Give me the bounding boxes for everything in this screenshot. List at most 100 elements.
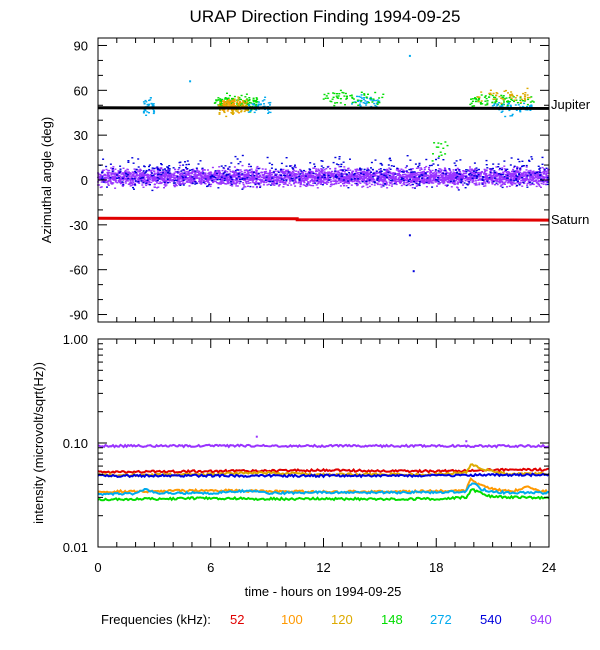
data-point <box>339 176 342 178</box>
data-point <box>511 95 514 97</box>
data-point <box>230 182 232 185</box>
data-point <box>510 94 513 96</box>
data-point <box>135 168 138 171</box>
data-point <box>431 186 434 188</box>
data-point <box>501 110 504 112</box>
data-point <box>180 172 183 175</box>
data-point <box>396 174 399 177</box>
data-point <box>450 173 453 176</box>
azimuth-y-axis-label: Azimuthal angle (deg) <box>39 117 54 243</box>
data-point <box>369 96 372 99</box>
data-point <box>357 100 359 102</box>
data-point <box>293 181 296 183</box>
data-point <box>447 180 450 182</box>
data-point <box>425 174 428 176</box>
data-point <box>468 173 471 176</box>
data-point <box>416 179 419 181</box>
data-point <box>537 173 540 176</box>
data-point <box>345 179 348 181</box>
data-point <box>497 166 500 168</box>
data-point <box>226 178 229 180</box>
data-point <box>182 164 185 166</box>
data-point <box>402 179 405 182</box>
data-point <box>215 173 218 176</box>
data-point <box>481 103 484 105</box>
data-point <box>216 177 219 180</box>
data-point <box>285 157 288 159</box>
data-point <box>475 177 478 179</box>
data-point <box>142 101 145 103</box>
data-point <box>176 176 179 178</box>
data-point <box>365 102 368 104</box>
data-point <box>284 171 287 173</box>
data-point <box>233 171 236 173</box>
data-point <box>503 160 506 162</box>
data-point <box>502 95 505 97</box>
data-point <box>228 101 231 103</box>
data-point <box>166 179 169 182</box>
data-point <box>513 165 516 167</box>
data-point <box>184 178 187 181</box>
data-point <box>381 96 384 99</box>
data-point <box>534 175 537 178</box>
data-point <box>335 177 338 180</box>
data-point <box>338 158 341 160</box>
data-point <box>287 176 290 178</box>
data-point <box>495 94 498 97</box>
data-point <box>251 173 254 176</box>
data-point <box>455 169 457 171</box>
data-point <box>275 173 278 175</box>
data-point <box>433 142 436 144</box>
data-point <box>367 169 370 171</box>
data-point <box>372 176 374 178</box>
data-point <box>515 109 518 111</box>
data-point <box>227 99 230 101</box>
data-point <box>443 178 446 180</box>
data-point <box>220 165 223 167</box>
data-point <box>343 178 346 180</box>
data-point <box>446 172 449 174</box>
data-point <box>500 94 503 97</box>
data-point <box>471 100 474 102</box>
data-point <box>523 94 526 96</box>
data-point <box>291 175 294 178</box>
data-point <box>471 171 474 174</box>
data-point <box>147 104 150 107</box>
data-point <box>333 175 336 177</box>
data-point <box>545 174 548 176</box>
data-point <box>485 159 488 162</box>
data-point <box>249 185 252 188</box>
data-point <box>225 173 228 176</box>
data-point <box>198 180 200 182</box>
data-point <box>461 177 464 179</box>
data-point <box>167 182 169 184</box>
data-point <box>147 175 150 177</box>
data-point <box>308 170 311 172</box>
data-point <box>204 172 207 174</box>
data-point <box>179 184 182 186</box>
data-point <box>405 176 408 178</box>
data-point <box>140 180 143 182</box>
data-point <box>415 180 418 183</box>
data-point <box>216 99 219 101</box>
data-point <box>363 179 366 181</box>
data-point <box>245 182 248 185</box>
data-point <box>319 178 321 180</box>
data-point <box>382 93 385 95</box>
data-point <box>495 171 498 173</box>
data-point <box>500 168 503 171</box>
data-point <box>422 174 425 176</box>
data-point <box>495 98 498 100</box>
data-point <box>378 175 381 177</box>
data-point <box>225 97 228 100</box>
data-point <box>326 97 329 99</box>
data-point <box>364 102 367 104</box>
data-point <box>155 167 158 169</box>
data-point <box>343 182 346 185</box>
data-point <box>158 173 161 175</box>
data-point <box>411 175 414 178</box>
data-point <box>226 180 229 183</box>
data-point <box>318 181 321 183</box>
data-point <box>253 175 255 177</box>
data-point <box>434 181 437 183</box>
